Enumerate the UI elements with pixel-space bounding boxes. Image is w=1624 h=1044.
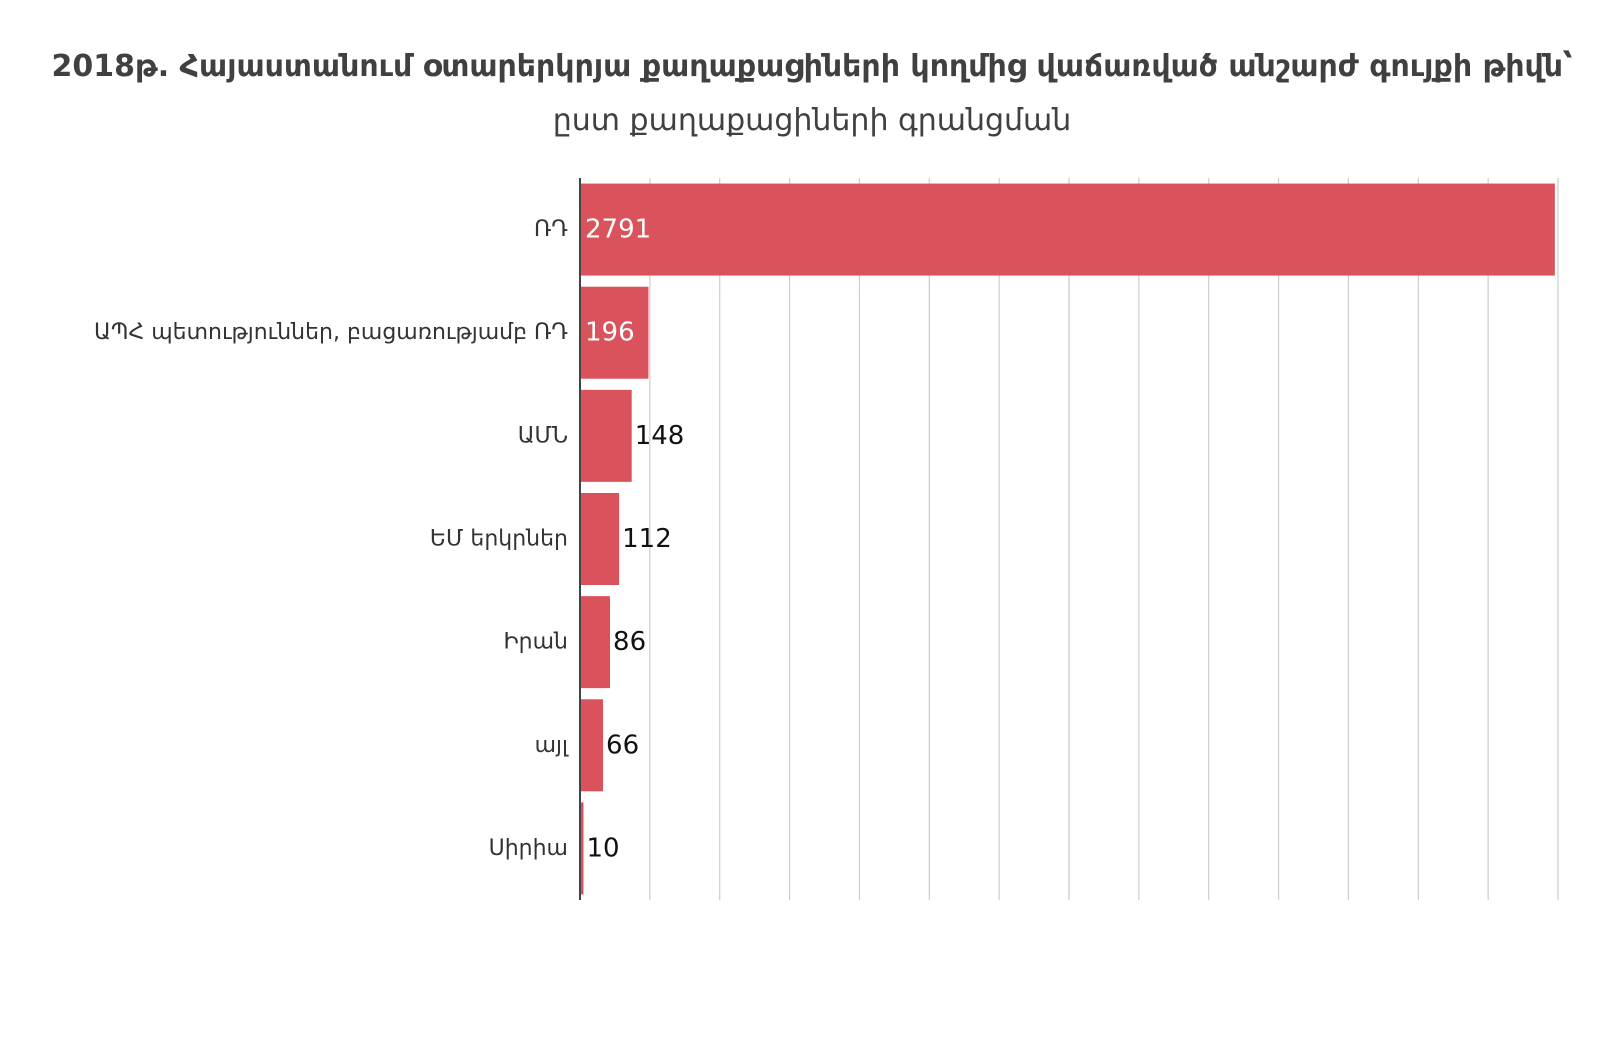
data-label-5: 66 <box>606 730 639 760</box>
category-label-6: Սիրիա <box>489 836 568 861</box>
bar-3 <box>580 493 620 585</box>
bar-6 <box>580 802 584 895</box>
category-label-2: ԱՄՆ <box>518 423 568 448</box>
category-labels: ՌԴ ԱՊՀ պետություններ, բացառությամբ ՌԴ ԱՄՆ Ե… <box>94 217 569 861</box>
bar-5 <box>580 699 604 792</box>
data-label-0: 2791 <box>585 215 651 245</box>
category-label-4: Իրան <box>503 630 568 655</box>
bar-4 <box>580 596 611 689</box>
category-label-0: ՌԴ <box>534 217 568 242</box>
data-label-6: 10 <box>586 833 619 863</box>
chart-title-line-2: ըստ քաղաքացիների գրանցման <box>552 103 1072 138</box>
category-label-1: ԱՊՀ պետություններ, բացառությամբ ՌԴ <box>94 320 568 345</box>
data-label-1: 196 <box>585 318 635 348</box>
category-label-5: այլ <box>535 733 569 758</box>
category-label-3: ԵՄ երկրներ <box>430 527 568 552</box>
data-labels: 2791 196 148 112 86 66 10 <box>585 215 684 864</box>
chart-title: 2018թ. Հայաստանում օտարերկրյա քաղաքացինե… <box>0 40 1624 148</box>
gridlines <box>649 178 1559 900</box>
bar-0 <box>580 183 1555 276</box>
bars <box>580 183 1555 895</box>
bar-1 <box>580 286 649 379</box>
data-label-3: 112 <box>622 524 672 554</box>
bar-2 <box>580 389 632 482</box>
chart-title-line-1: 2018թ. Հայաստանում օտարերկրյա քաղաքացինե… <box>51 49 1573 84</box>
data-label-4: 86 <box>613 627 646 657</box>
data-label-2: 148 <box>635 421 685 451</box>
